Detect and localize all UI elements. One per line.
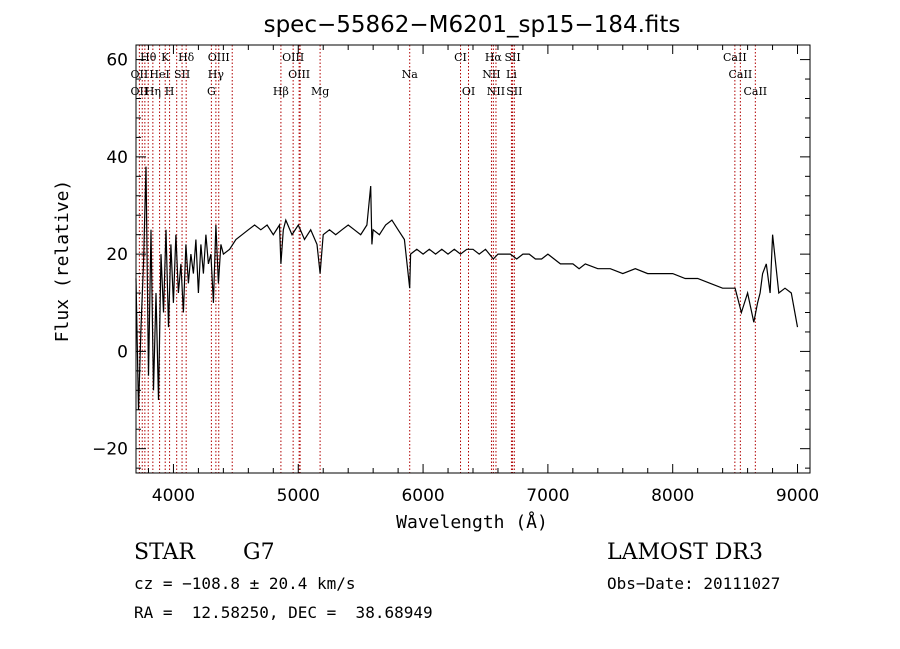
- spectral-line-label: K: [161, 51, 170, 64]
- y-tick-label: −20: [92, 440, 128, 460]
- x-tick-label: 9000: [776, 486, 819, 506]
- spectral-line-label: Li: [506, 68, 517, 81]
- spectral-line-label: Hβ: [273, 85, 289, 98]
- spectral-line-label: SII: [174, 68, 190, 81]
- spectral-line-label: Mg: [311, 85, 329, 98]
- axis-ticks: 4000 5000 6000 7000 8000 9000 −20 0 20 40 60: [92, 45, 819, 506]
- spectral-line-label: OI: [462, 85, 475, 98]
- spectral-line-label: OIII: [288, 68, 310, 81]
- spectral-line-label: CaII: [723, 51, 747, 64]
- y-tick-label: 60: [106, 51, 128, 71]
- object-subclass: G7: [243, 540, 275, 565]
- spectral-line-label: HeI: [149, 68, 169, 81]
- spectral-line-label: CaII: [729, 68, 753, 81]
- spectral-line-label: CI: [454, 51, 467, 64]
- spectral-line-label: Hη: [145, 85, 161, 98]
- x-tick-label: 7000: [526, 486, 569, 506]
- spectral-line-label: OII: [131, 85, 149, 98]
- spectral-line-label: Hγ: [208, 68, 225, 81]
- spectral-line-label: NII: [487, 85, 505, 98]
- spectral-line-label: NII: [482, 68, 500, 81]
- observation-date: Obs−Date: 20111027: [607, 574, 781, 593]
- spectral-line-label: OIII: [208, 51, 230, 64]
- chart-title: spec−55862−M6201_sp15−184.fits: [264, 12, 681, 38]
- survey-name: LAMOST DR3: [607, 540, 763, 565]
- x-tick-label: 8000: [651, 486, 694, 506]
- spectral-line-label: Hθ: [140, 51, 157, 64]
- spectral-line-label: SII: [506, 85, 522, 98]
- plot-frame: [135, 44, 811, 474]
- x-axis-label: Wavelength (Å): [396, 511, 548, 533]
- spectral-line-markers: [138, 45, 756, 473]
- spectral-line-label: OIII: [282, 51, 304, 64]
- spectral-line-label: G: [207, 85, 216, 98]
- spectral-line-label: Na: [402, 68, 419, 81]
- redshift-velocity: cz = −108.8 ± 20.4 km/s: [134, 574, 356, 593]
- spectral-line-label: Hα: [485, 51, 503, 64]
- spectral-line-label: H: [165, 85, 175, 98]
- flux-series-line: [135, 166, 799, 410]
- y-tick-label: 0: [117, 342, 128, 362]
- y-tick-label: 40: [106, 148, 128, 168]
- coordinates: RA = 12.58250, DEC = 38.68949: [134, 603, 433, 622]
- x-tick-label: 6000: [401, 486, 444, 506]
- spectral-line-label: Hδ: [178, 51, 195, 64]
- y-tick-label: 20: [106, 245, 128, 265]
- spectral-line-label: SII: [504, 51, 520, 64]
- x-tick-label: 5000: [277, 486, 320, 506]
- spectral-line-label: OII: [131, 68, 149, 81]
- y-axis-label: Flux (relative): [52, 180, 73, 343]
- object-class: STAR: [134, 540, 195, 565]
- spectral-line-label: CaII: [743, 85, 767, 98]
- x-tick-label: 4000: [152, 486, 195, 506]
